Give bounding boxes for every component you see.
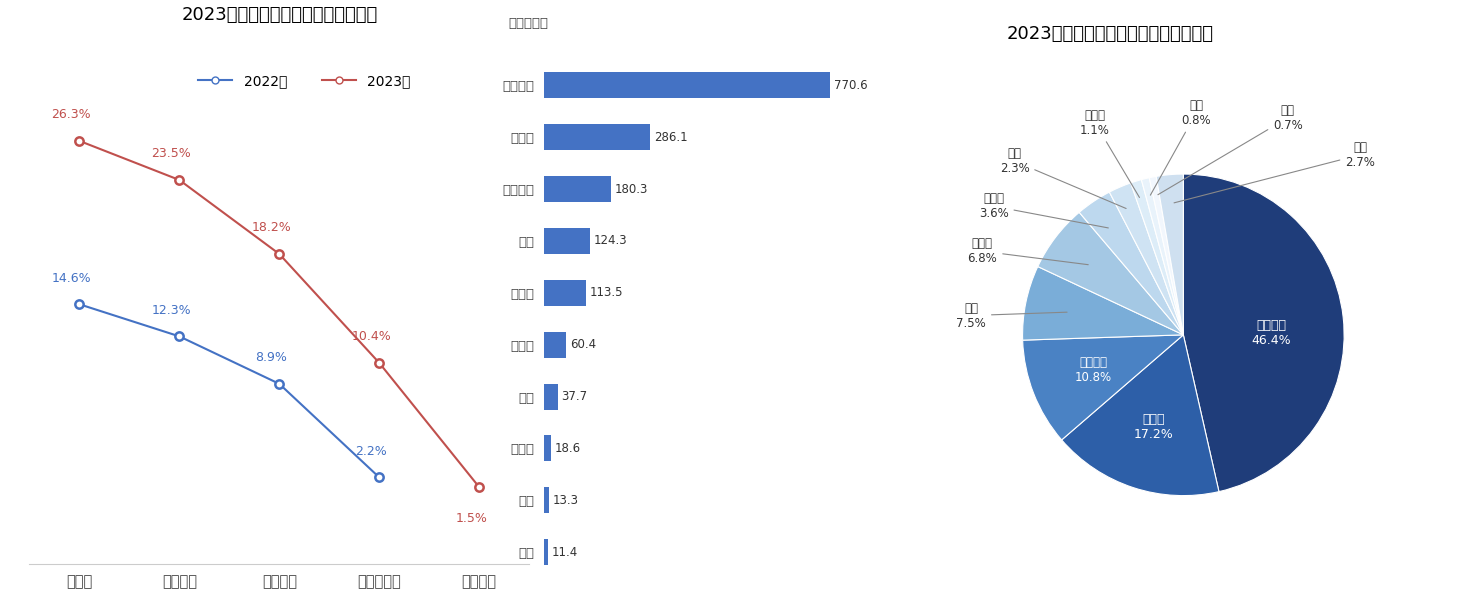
Text: 12.3%: 12.3% — [151, 304, 191, 317]
Text: 60.4: 60.4 — [570, 338, 597, 351]
Text: 18.6: 18.6 — [554, 442, 581, 455]
Text: 百度
7.5%: 百度 7.5% — [957, 302, 1067, 330]
Wedge shape — [1157, 174, 1183, 335]
Text: 小鹏
0.8%: 小鹏 0.8% — [1151, 99, 1211, 195]
Text: 赛轮思
17.2%: 赛轮思 17.2% — [1133, 413, 1173, 441]
Bar — [544, 435, 551, 462]
Bar — [544, 228, 589, 254]
Bar — [544, 72, 831, 98]
Bar — [544, 280, 587, 306]
Text: 阿里
0.7%: 阿里 0.7% — [1158, 104, 1302, 195]
Wedge shape — [1150, 177, 1183, 335]
Text: 理想
2.3%: 理想 2.3% — [1000, 147, 1126, 208]
Text: 科大讯飞
46.4%: 科大讯飞 46.4% — [1251, 319, 1291, 347]
Text: 10.4%: 10.4% — [351, 330, 391, 343]
Wedge shape — [1183, 174, 1344, 492]
Bar — [544, 487, 548, 513]
Text: 14.6%: 14.6% — [51, 272, 91, 284]
Text: 8.9%: 8.9% — [256, 351, 287, 364]
Text: 单位：万套: 单位：万套 — [509, 17, 548, 30]
Text: 770.6: 770.6 — [833, 79, 867, 92]
Wedge shape — [1061, 335, 1219, 496]
Text: 亿咖通
1.1%: 亿咖通 1.1% — [1080, 109, 1139, 197]
Title: 2023年国内语音交互控制功能渗透率: 2023年国内语音交互控制功能渗透率 — [181, 6, 378, 24]
Text: 大众问问
10.8%: 大众问问 10.8% — [1075, 356, 1113, 384]
Wedge shape — [1079, 192, 1183, 335]
Text: 1.5%: 1.5% — [456, 512, 487, 525]
Bar — [544, 539, 548, 565]
Text: 124.3: 124.3 — [594, 234, 628, 248]
Text: 11.4: 11.4 — [551, 546, 578, 558]
Wedge shape — [1038, 212, 1183, 335]
Text: 180.3: 180.3 — [614, 183, 648, 196]
Bar — [544, 332, 566, 357]
Bar — [544, 124, 650, 150]
Legend: 2022年, 2023年: 2022年, 2023年 — [193, 68, 416, 93]
Text: 2.2%: 2.2% — [356, 445, 387, 458]
Text: 18.2%: 18.2% — [251, 221, 291, 234]
Text: 23.5%: 23.5% — [151, 148, 191, 161]
Text: 其他
2.7%: 其他 2.7% — [1175, 141, 1374, 203]
Text: 37.7: 37.7 — [562, 390, 588, 403]
Text: 113.5: 113.5 — [589, 286, 623, 299]
Text: 2023年国内语音交互竞争格局（标配）: 2023年国内语音交互竞争格局（标配） — [1007, 25, 1213, 42]
Text: 13.3: 13.3 — [553, 494, 579, 507]
Wedge shape — [1130, 180, 1183, 335]
Text: 286.1: 286.1 — [654, 131, 688, 143]
Wedge shape — [1141, 178, 1183, 335]
Text: 特斯拉
3.6%: 特斯拉 3.6% — [979, 192, 1108, 228]
Wedge shape — [1023, 267, 1183, 340]
Bar — [544, 176, 612, 202]
Wedge shape — [1110, 183, 1183, 335]
Bar — [544, 384, 559, 409]
Wedge shape — [1023, 335, 1183, 440]
Text: 思必驰
6.8%: 思必驰 6.8% — [967, 237, 1088, 265]
Text: 26.3%: 26.3% — [51, 109, 91, 121]
